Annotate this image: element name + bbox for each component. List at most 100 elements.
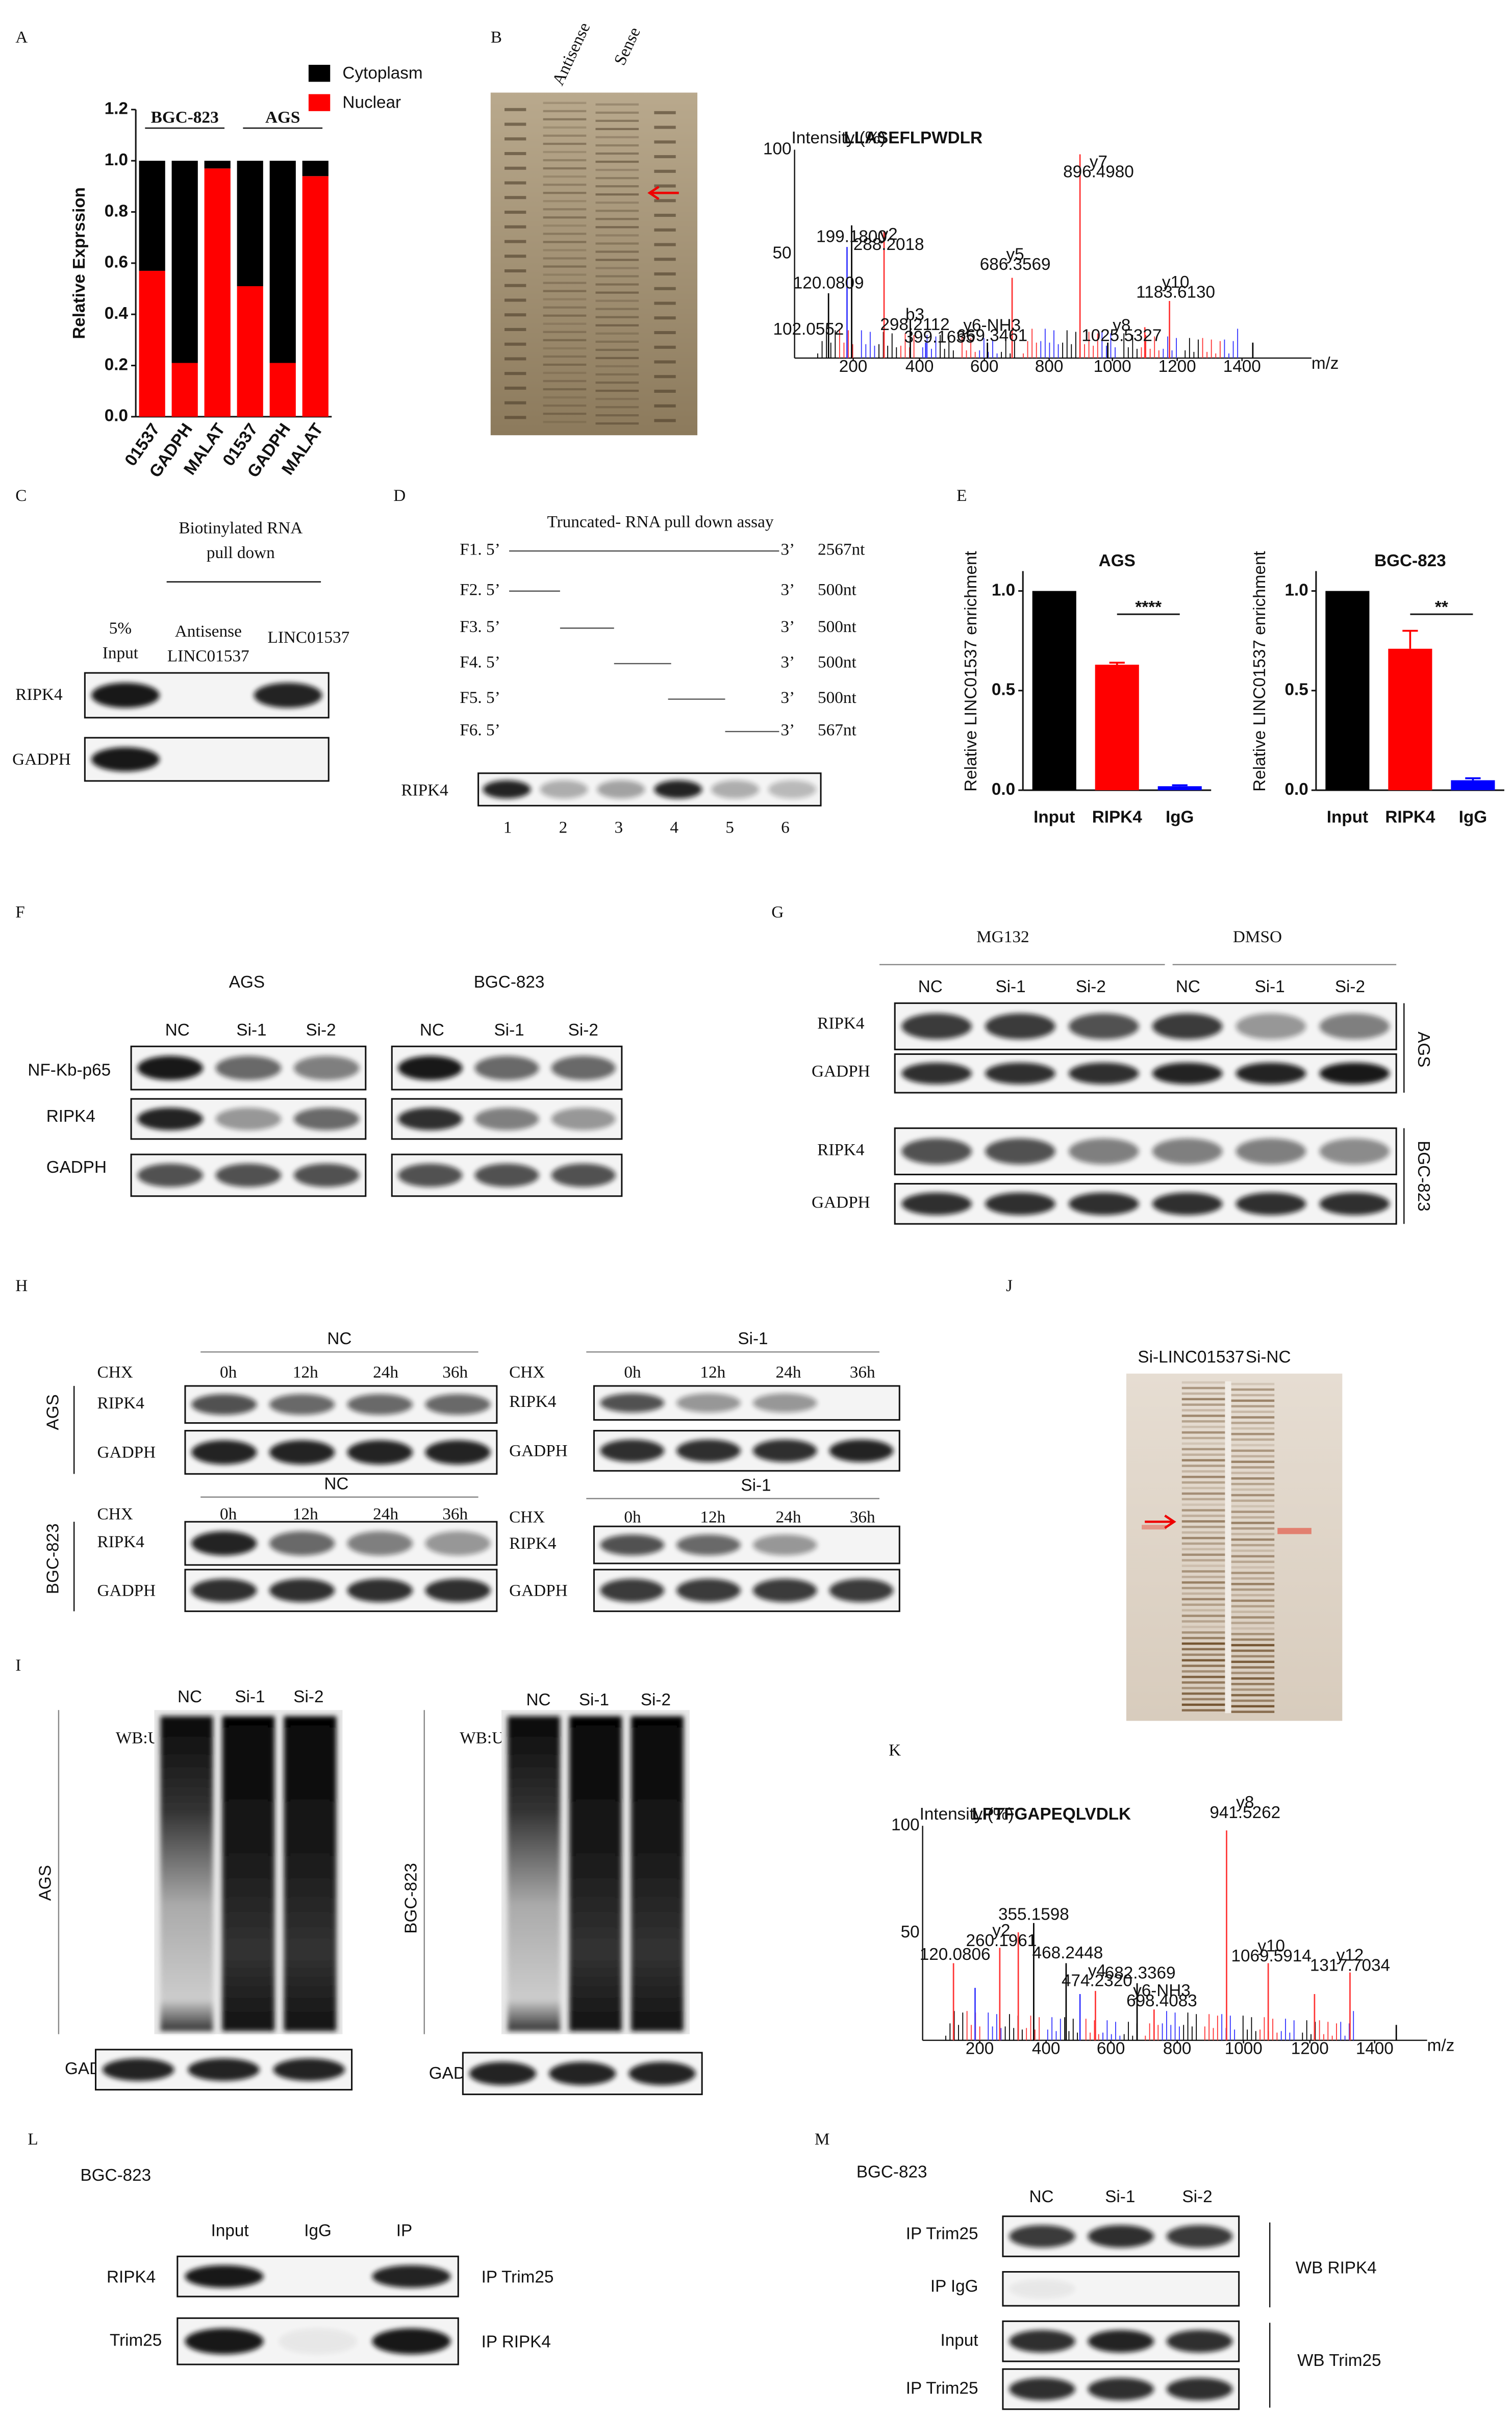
- lane-band: [1181, 1586, 1225, 1590]
- panel-label: E: [956, 486, 967, 505]
- lane-band: [543, 314, 587, 317]
- row-label: RIPK4: [97, 1394, 145, 1413]
- bar-segment: [302, 176, 329, 417]
- lane-band: [595, 267, 639, 269]
- lane-band: [595, 316, 639, 318]
- lane-band: [543, 126, 587, 129]
- blot-band: [676, 1534, 741, 1555]
- lane-band: [595, 136, 639, 139]
- lane-band: [1231, 1538, 1275, 1541]
- y-tick-label: 0.5: [992, 680, 1015, 699]
- peak-label: 669.3461: [956, 326, 1027, 345]
- ladder-band: [505, 108, 526, 111]
- lane-band: [1231, 1638, 1275, 1641]
- lane-band: [1231, 1449, 1275, 1452]
- blot-band: [425, 1531, 491, 1556]
- blot-band: [372, 2328, 451, 2355]
- x-tick-label: RIPK4: [1385, 808, 1435, 826]
- row-label: RIPK4: [817, 1141, 865, 1159]
- blot-band: [654, 780, 702, 799]
- blot-band: [600, 1578, 665, 1602]
- lane-number: 2: [559, 818, 568, 837]
- lane-band: [1181, 1620, 1225, 1623]
- lane-label: Si-1: [995, 977, 1025, 996]
- y-tick-label: 1.2: [105, 99, 128, 118]
- lane-band: [595, 242, 639, 245]
- lane-band: [595, 210, 639, 212]
- y-tick-label: 0.0: [992, 780, 1015, 799]
- blot-band: [137, 1164, 204, 1187]
- error-bar: [1172, 784, 1188, 787]
- lane-label: IgG: [304, 2222, 332, 2240]
- bar-segment: [269, 161, 296, 363]
- lane-band: [1181, 1503, 1225, 1506]
- panel-label: F: [15, 903, 25, 922]
- blot-band: [901, 1138, 972, 1165]
- blot-band: [1009, 2225, 1075, 2248]
- blot-band: [347, 1531, 413, 1556]
- blot-band: [191, 1394, 257, 1415]
- blot-band: [185, 2328, 264, 2355]
- ladder-band: [654, 272, 676, 276]
- blot-band: [185, 2265, 264, 2288]
- ladder-band: [505, 152, 526, 156]
- spectrum-x-tick-label: 200: [966, 2039, 994, 2058]
- lane-band: [1231, 1405, 1275, 1407]
- fragment-end: 3’: [780, 688, 795, 707]
- y-tick-label: 1.0: [105, 150, 128, 169]
- peak-label: y10: [1162, 273, 1190, 292]
- lane-band: [543, 167, 587, 170]
- lane-band: [1231, 1388, 1275, 1391]
- blot-band: [901, 1013, 972, 1040]
- time-label: 24h: [776, 1363, 801, 1381]
- lane-band: [1231, 1644, 1275, 1647]
- lane-band: [1181, 1465, 1225, 1467]
- lane-band: [595, 389, 639, 392]
- lane-band: [1181, 1415, 1225, 1417]
- lane-label: Si-1: [1105, 2187, 1135, 2206]
- lane-label: Input: [211, 2222, 249, 2240]
- group-label: AGS: [265, 108, 300, 127]
- lane-band: [1231, 1527, 1275, 1530]
- blot-band: [1009, 2330, 1075, 2353]
- ladder-band: [505, 342, 526, 346]
- lane-band: [543, 404, 587, 407]
- lane-band: [1231, 1666, 1275, 1669]
- blot-band: [600, 1534, 665, 1555]
- lane-band: [1231, 1432, 1275, 1435]
- fragment-name: F5. 5’: [460, 688, 500, 707]
- y-axis-title: Relative LINC01537 enrichment: [962, 551, 980, 792]
- lane-band: [543, 396, 587, 399]
- spectrum-x-tick-label: 1400: [1223, 357, 1261, 376]
- lane-band: [1181, 1448, 1225, 1451]
- blot-band: [985, 1192, 1055, 1215]
- panel-title: pull down: [207, 543, 275, 562]
- blot-band: [425, 1578, 491, 1602]
- blot-band: [551, 1055, 616, 1080]
- blot-band: [474, 1055, 539, 1080]
- lane-band: [1181, 1436, 1225, 1440]
- marker-band: [1142, 1525, 1167, 1530]
- ladder-band: [654, 258, 676, 261]
- cell-line-label: BGC-823: [81, 2166, 152, 2185]
- chx-label: CHX: [509, 1363, 545, 1381]
- ladder-band: [654, 419, 676, 422]
- lane-band: [595, 357, 639, 360]
- blot-band: [469, 2061, 537, 2085]
- lane-band: [1181, 1387, 1225, 1390]
- row-label: RIPK4: [509, 1392, 557, 1411]
- time-label: 24h: [373, 1505, 398, 1524]
- time-label: 0h: [220, 1505, 237, 1524]
- time-label: 24h: [373, 1363, 398, 1381]
- spectrum-y-tick: 50: [773, 243, 792, 262]
- ladder-band: [654, 375, 676, 379]
- blot-band: [1068, 1063, 1139, 1085]
- peak-label: 941.5262: [1209, 1803, 1280, 1822]
- blot-band: [372, 2265, 451, 2288]
- lane-label: Sense: [610, 24, 644, 68]
- bar-segment: [269, 363, 296, 417]
- x-tick-label: IgG: [1459, 808, 1487, 826]
- lane-band: [543, 102, 587, 104]
- ladder-band: [505, 357, 526, 361]
- time-label: 36h: [442, 1363, 468, 1381]
